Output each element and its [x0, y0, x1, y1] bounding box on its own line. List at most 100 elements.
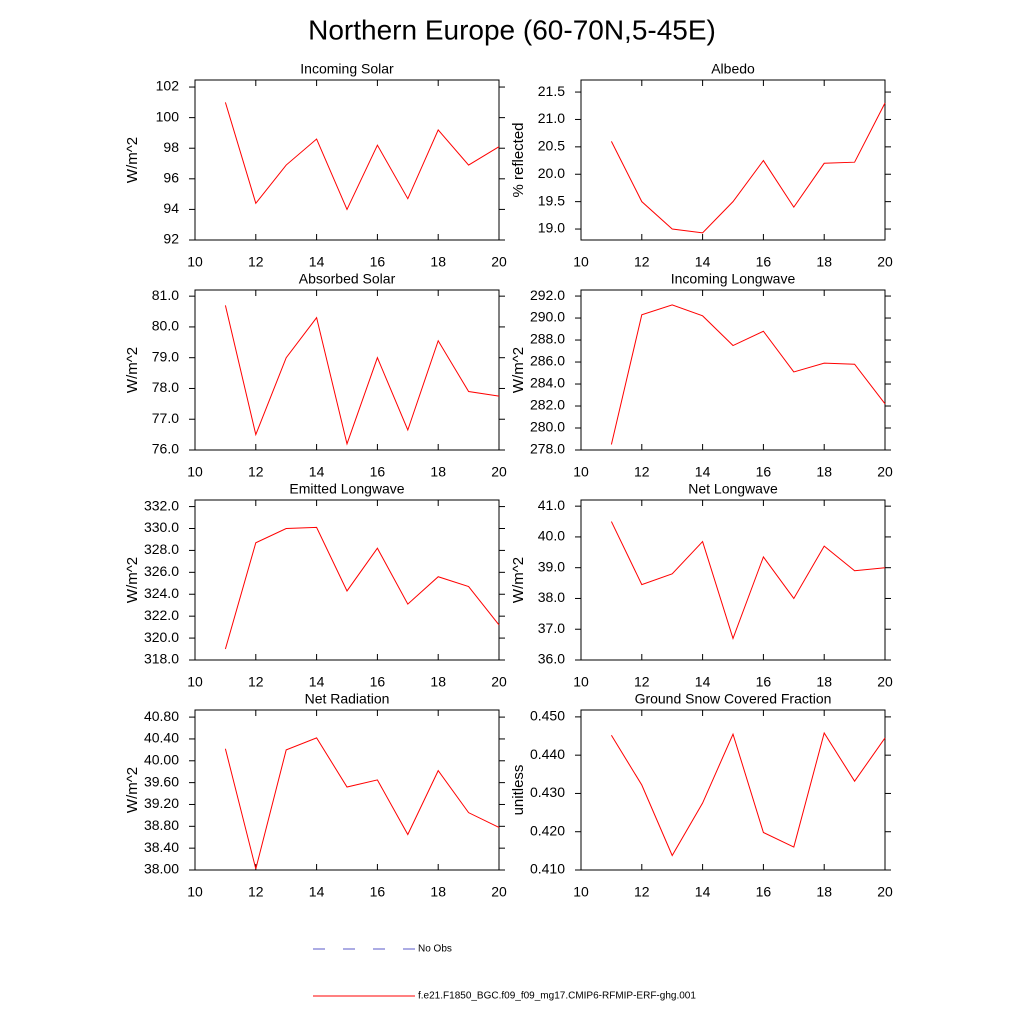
- y-tick-label: 286.0: [530, 353, 565, 369]
- y-tick-label: 40.40: [144, 730, 179, 746]
- y-tick-label: 98: [163, 139, 179, 155]
- panel: Net Radiation W/m^2 10 12 14 16 18 20 38.00 38.40…: [124, 691, 507, 900]
- y-tick-label: 21.5: [538, 83, 565, 99]
- x-tick-label: 16: [370, 674, 386, 690]
- y-axis-label: W/m^2: [124, 137, 141, 183]
- figure-title: Northern Europe (60-70N,5-45E): [308, 14, 716, 45]
- plot-frame: [580, 289, 886, 451]
- panel-title: Incoming Longwave: [671, 271, 796, 287]
- panel: Emitted Longwave W/m^2 10 12 14 16 18 20 318.0 32…: [124, 481, 507, 690]
- panel-title: Emitted Longwave: [289, 481, 404, 497]
- y-tick-label: 20.5: [538, 138, 565, 154]
- y-tick-label: 19.5: [538, 192, 565, 208]
- y-tick-label: 81.0: [152, 287, 179, 303]
- y-tick-label: 39.60: [144, 773, 179, 789]
- plot-frame: [194, 499, 500, 661]
- plot-frame: [194, 79, 500, 241]
- panel-title: Incoming Solar: [300, 61, 394, 77]
- y-tick-label: 322.0: [144, 607, 179, 623]
- y-axis-label: W/m^2: [124, 557, 141, 603]
- y-tick-label: 0.410: [530, 861, 565, 877]
- x-tick-label: 10: [187, 884, 203, 900]
- data-line: [224, 305, 500, 446]
- x-tick-label: 10: [573, 254, 589, 270]
- y-axis-label: W/m^2: [124, 767, 141, 813]
- panel: Net Longwave W/m^2 10 12 14 16 18 20 36.0 37.0 38.…: [510, 481, 893, 690]
- y-tick-label: 20.0: [538, 165, 565, 181]
- data-line: [610, 102, 886, 234]
- y-tick-label: 278.0: [530, 441, 565, 457]
- y-tick-label: 38.0: [538, 589, 565, 605]
- y-tick-label: 280.0: [530, 419, 565, 435]
- panel-title: Net Radiation: [305, 691, 390, 707]
- x-tick-label: 16: [756, 674, 772, 690]
- x-tick-label: 14: [309, 254, 325, 270]
- data-line: [224, 737, 500, 870]
- x-tick-label: 10: [573, 464, 589, 480]
- x-tick-label: 14: [309, 674, 325, 690]
- x-tick-label: 16: [756, 254, 772, 270]
- panel: Ground Snow Covered Fraction unitless 10 12…: [510, 691, 893, 900]
- plot-frame: [580, 79, 886, 241]
- y-axis-label: W/m^2: [510, 557, 527, 603]
- data-line: [610, 731, 886, 857]
- y-tick-label: 318.0: [144, 651, 179, 667]
- y-tick-label: 38.80: [144, 817, 179, 833]
- x-tick-label: 18: [816, 254, 832, 270]
- y-axis-label: % reflected: [510, 122, 527, 197]
- y-tick-label: 37.0: [538, 620, 565, 636]
- y-tick-label: 290.0: [530, 309, 565, 325]
- y-tick-label: 0.430: [530, 784, 565, 800]
- y-tick-label: 38.00: [144, 861, 179, 877]
- x-tick-label: 20: [877, 464, 893, 480]
- plot-frame: [194, 709, 500, 871]
- y-tick-label: 0.440: [530, 746, 565, 762]
- y-axis-label: unitless: [510, 765, 527, 816]
- x-tick-label: 16: [756, 464, 772, 480]
- x-tick-label: 18: [430, 884, 446, 900]
- x-tick-label: 18: [430, 464, 446, 480]
- x-tick-label: 14: [309, 464, 325, 480]
- y-tick-label: 19.0: [538, 220, 565, 236]
- x-tick-label: 12: [248, 254, 264, 270]
- panel-title: Ground Snow Covered Fraction: [635, 691, 832, 707]
- x-tick-label: 12: [634, 254, 650, 270]
- data-line: [610, 304, 886, 445]
- y-tick-label: 328.0: [144, 541, 179, 557]
- y-tick-label: 92: [163, 231, 179, 247]
- y-tick-label: 330.0: [144, 519, 179, 535]
- x-tick-label: 20: [877, 674, 893, 690]
- y-tick-label: 77.0: [152, 410, 179, 426]
- x-tick-label: 18: [430, 254, 446, 270]
- x-tick-label: 12: [248, 884, 264, 900]
- x-tick-label: 10: [187, 254, 203, 270]
- x-tick-label: 16: [370, 254, 386, 270]
- y-tick-label: 332.0: [144, 497, 179, 513]
- y-tick-label: 40.00: [144, 751, 179, 767]
- panel-title: Absorbed Solar: [299, 271, 396, 287]
- y-tick-label: 76.0: [152, 441, 179, 457]
- x-tick-label: 18: [816, 884, 832, 900]
- x-tick-label: 12: [634, 884, 650, 900]
- y-tick-label: 78.0: [152, 379, 179, 395]
- plot-frame: [580, 499, 886, 661]
- x-tick-label: 20: [491, 464, 507, 480]
- x-tick-label: 10: [187, 674, 203, 690]
- x-tick-label: 16: [370, 464, 386, 480]
- y-tick-label: 39.0: [538, 558, 565, 574]
- y-tick-label: 40.0: [538, 528, 565, 544]
- panel: Incoming Solar W/m^2 10 12 14 16 18 20 92 94 96 98 1…: [124, 61, 507, 270]
- x-tick-label: 14: [695, 254, 711, 270]
- y-tick-label: 288.0: [530, 331, 565, 347]
- y-tick-label: 284.0: [530, 375, 565, 391]
- panel: Incoming Longwave W/m^2 10 12 14 16 18 20 278.0 2…: [510, 271, 893, 480]
- y-tick-label: 102: [156, 78, 180, 94]
- x-tick-label: 12: [248, 464, 264, 480]
- y-tick-label: 324.0: [144, 585, 179, 601]
- y-axis-label: W/m^2: [510, 347, 527, 393]
- x-tick-label: 20: [491, 884, 507, 900]
- panel-title: Net Longwave: [688, 481, 778, 497]
- data-line: [224, 102, 500, 211]
- x-tick-label: 20: [877, 254, 893, 270]
